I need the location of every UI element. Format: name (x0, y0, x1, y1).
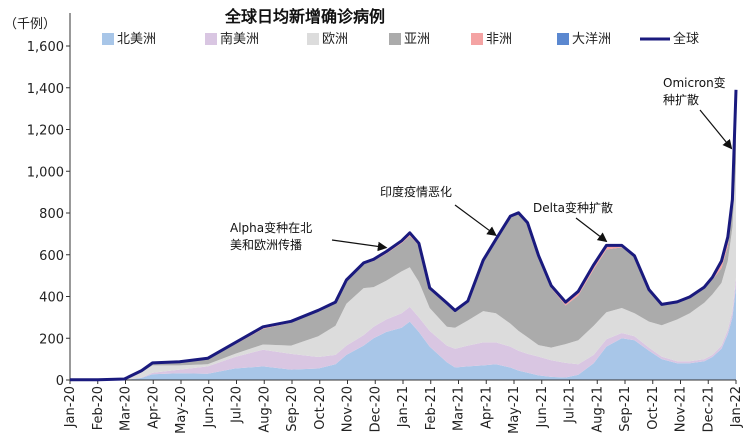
x-tick-label: May-21 (507, 386, 522, 434)
legend-label: 大洋洲 (572, 32, 611, 47)
annotation-text: Delta变种扩散 (533, 200, 613, 215)
y-tick-label: 1,400 (27, 82, 64, 97)
legend-label: 南美洲 (220, 31, 259, 47)
annotation-text: 美和欧洲传播 (230, 237, 302, 252)
y-axis-unit: （千例） (4, 17, 56, 32)
y-tick-label: 200 (39, 332, 64, 347)
y-tick-label: 400 (39, 291, 64, 306)
chart-title: 全球日均新增确诊病例 (224, 7, 385, 26)
legend-label: 非洲 (486, 32, 512, 47)
x-tick-label: Aug-20 (257, 386, 272, 433)
x-tick-label: Dec-21 (701, 386, 716, 432)
annotation-arrow (454, 204, 497, 237)
x-tick-label: Jan-21 (396, 386, 411, 428)
x-tick-label: Dec-20 (368, 386, 383, 432)
y-ticks: 0 200 400 600 800 1,000 1,200 1,400 1,600 (27, 40, 70, 389)
x-tick-label: Mar-20 (119, 386, 134, 431)
annotation-text: Alpha变种在北 (230, 220, 312, 235)
legend-label: 全球 (673, 31, 699, 47)
x-tick-label: Nov-20 (341, 386, 356, 432)
annotation-arrow (575, 217, 608, 243)
legend-swatch (307, 33, 319, 45)
x-tick-label: Oct-21 (646, 386, 661, 430)
area-series-3 (70, 162, 736, 380)
x-ticks: Jan-20 Feb-20 Mar-20 Apr-20 May-20 Jun-20 Jul-… (63, 380, 744, 434)
x-tick-label: Apr-20 (146, 386, 161, 429)
legend-label: 亚洲 (404, 32, 430, 47)
legend-swatch (205, 33, 217, 45)
x-tick-label: Jun-21 (535, 386, 550, 429)
x-tick-label: Aug-21 (590, 386, 605, 433)
legend-label: 欧洲 (322, 32, 348, 47)
x-tick-label: Nov-21 (674, 386, 689, 432)
x-tick-label: Oct-20 (313, 386, 328, 430)
legend: 北美洲 南美洲 欧洲 亚洲 非洲 大洋洲 全球 (102, 31, 699, 47)
x-tick-label: Sep-21 (618, 386, 633, 432)
x-tick-label: Jan-20 (63, 386, 78, 428)
annotation-arrow (699, 109, 733, 150)
x-tick-label: Jul-21 (563, 386, 578, 424)
total-series-line (70, 89, 738, 382)
legend-swatch (102, 33, 114, 45)
x-tick-label: Jul-20 (230, 386, 245, 424)
area-series-1 (70, 286, 736, 380)
stacked-areas (70, 123, 736, 380)
x-tick-label: Sep-20 (285, 386, 300, 432)
y-tick-label: 600 (39, 249, 64, 264)
y-tick-label: 1,000 (27, 165, 64, 180)
area-series-5 (70, 129, 736, 380)
x-tick-label: May-20 (174, 386, 189, 434)
annotation-text: 种扩散 (663, 92, 699, 107)
legend-swatch (389, 33, 401, 45)
annotation-text: 印度疫情恶化 (380, 184, 452, 199)
y-tick-label: 1,600 (27, 40, 64, 55)
x-tick-label: Feb-20 (91, 386, 106, 430)
legend-label: 北美洲 (117, 32, 156, 47)
total-line (70, 89, 738, 382)
legend-swatch (471, 33, 483, 45)
y-tick-label: 1,200 (27, 124, 64, 139)
x-tick-label: Jun-20 (202, 386, 217, 429)
x-tick-label: Feb-21 (424, 386, 439, 430)
y-tick-label: 0 (56, 374, 64, 389)
y-tick-label: 800 (39, 207, 64, 222)
x-tick-label: Apr-21 (479, 386, 494, 429)
x-tick-label: Mar-21 (452, 386, 467, 431)
x-tick-label: Jan-22 (729, 386, 744, 428)
legend-swatch (557, 33, 569, 45)
annotation-arrow (331, 239, 388, 252)
annotation-text: Omicron变 (663, 75, 726, 90)
area-series-4 (70, 131, 736, 380)
